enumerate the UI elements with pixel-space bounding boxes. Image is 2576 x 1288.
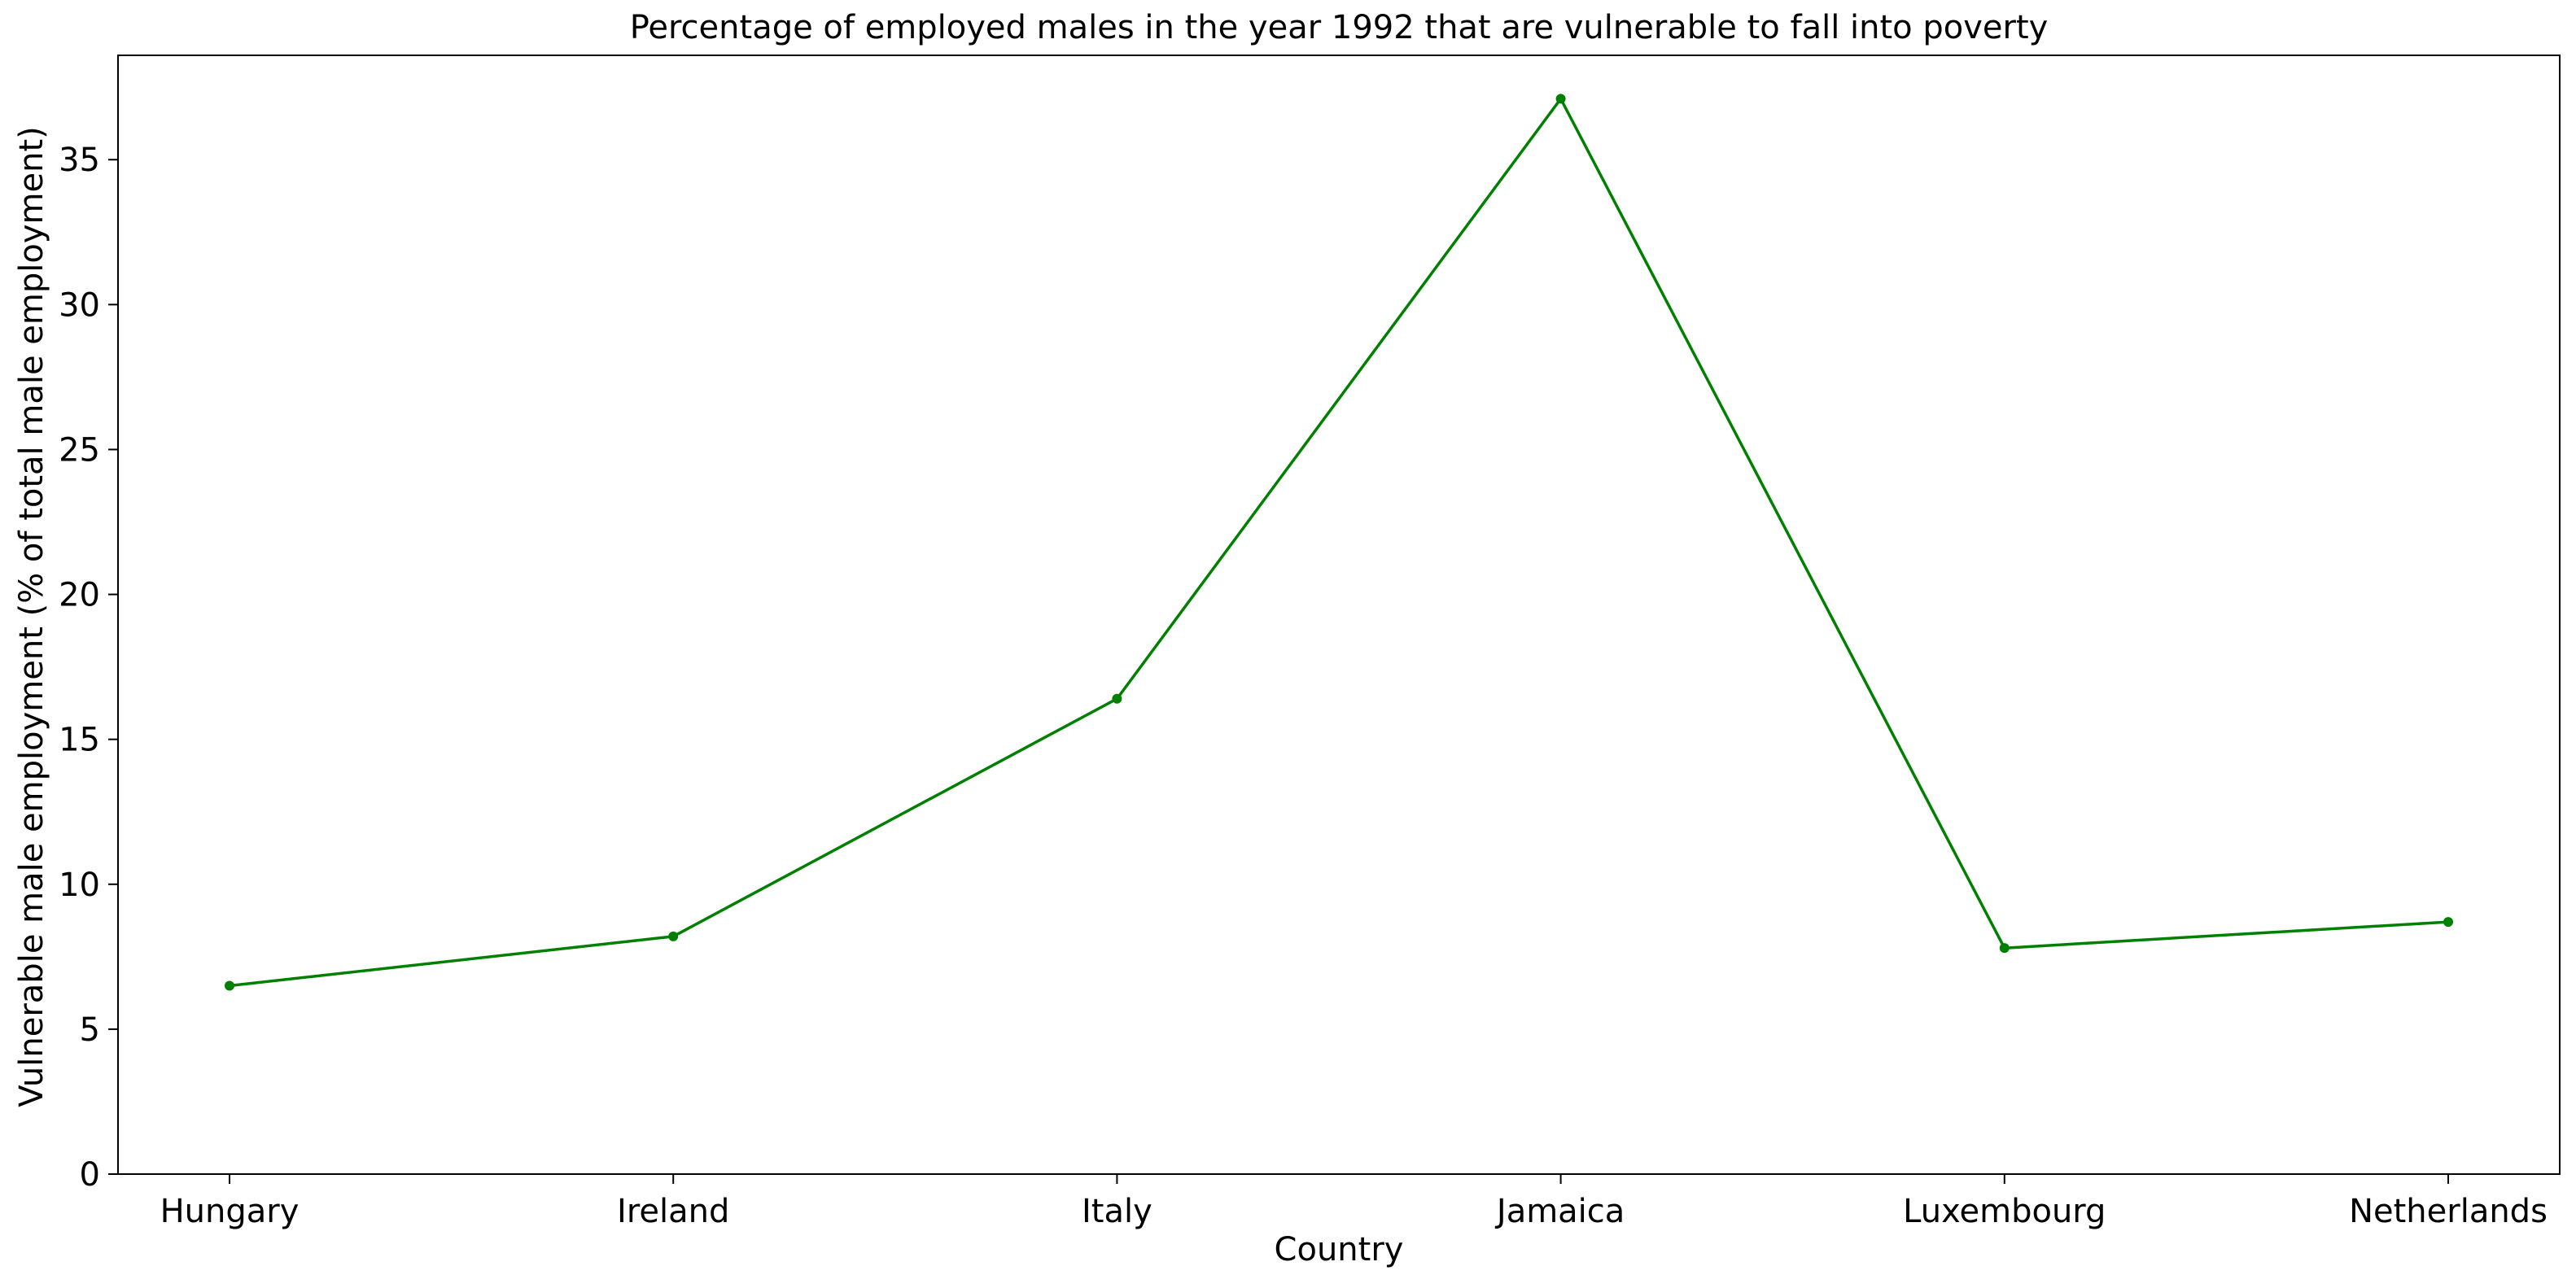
y-tick-label: 20 [59, 577, 100, 614]
data-point [1999, 943, 2010, 954]
data-point [2443, 917, 2453, 928]
y-tick-label: 35 [59, 142, 100, 179]
y-axis-label: Vulnerable male employment (% of total m… [13, 126, 50, 1107]
y-tick-label: 30 [59, 286, 100, 324]
x-tick-label: Hungary [160, 1193, 300, 1230]
series-line [229, 97, 2449, 988]
plot-area [117, 55, 2561, 1175]
data-series [225, 94, 2453, 991]
x-axis: Hungary Ireland Italy Jamaica Luxembourg Neth… [160, 1174, 2548, 1230]
data-point [225, 980, 234, 991]
plot-frame [117, 55, 2561, 1175]
y-tick-label: 10 [59, 867, 100, 904]
x-tick-label: Netherlands [2349, 1193, 2548, 1230]
data-point [1555, 94, 1566, 104]
x-tick-label: Italy [1082, 1193, 1152, 1230]
x-tick-label: Jamaica [1494, 1193, 1625, 1230]
data-point [668, 931, 679, 941]
y-tick-label: 15 [59, 722, 100, 759]
y-tick-label: 0 [80, 1156, 100, 1194]
y-tick-label: 5 [80, 1011, 100, 1049]
x-axis-label: Country [1275, 1231, 1404, 1268]
data-point [1112, 693, 1122, 704]
x-tick-label: Luxembourg [1903, 1193, 2106, 1230]
chart-title: Percentage of employed males in the year… [630, 9, 2049, 46]
y-axis: 0 5 10 15 20 25 30 35 [59, 142, 118, 1194]
x-tick-label: Ireland [617, 1193, 729, 1230]
y-tick-label: 25 [59, 431, 100, 469]
